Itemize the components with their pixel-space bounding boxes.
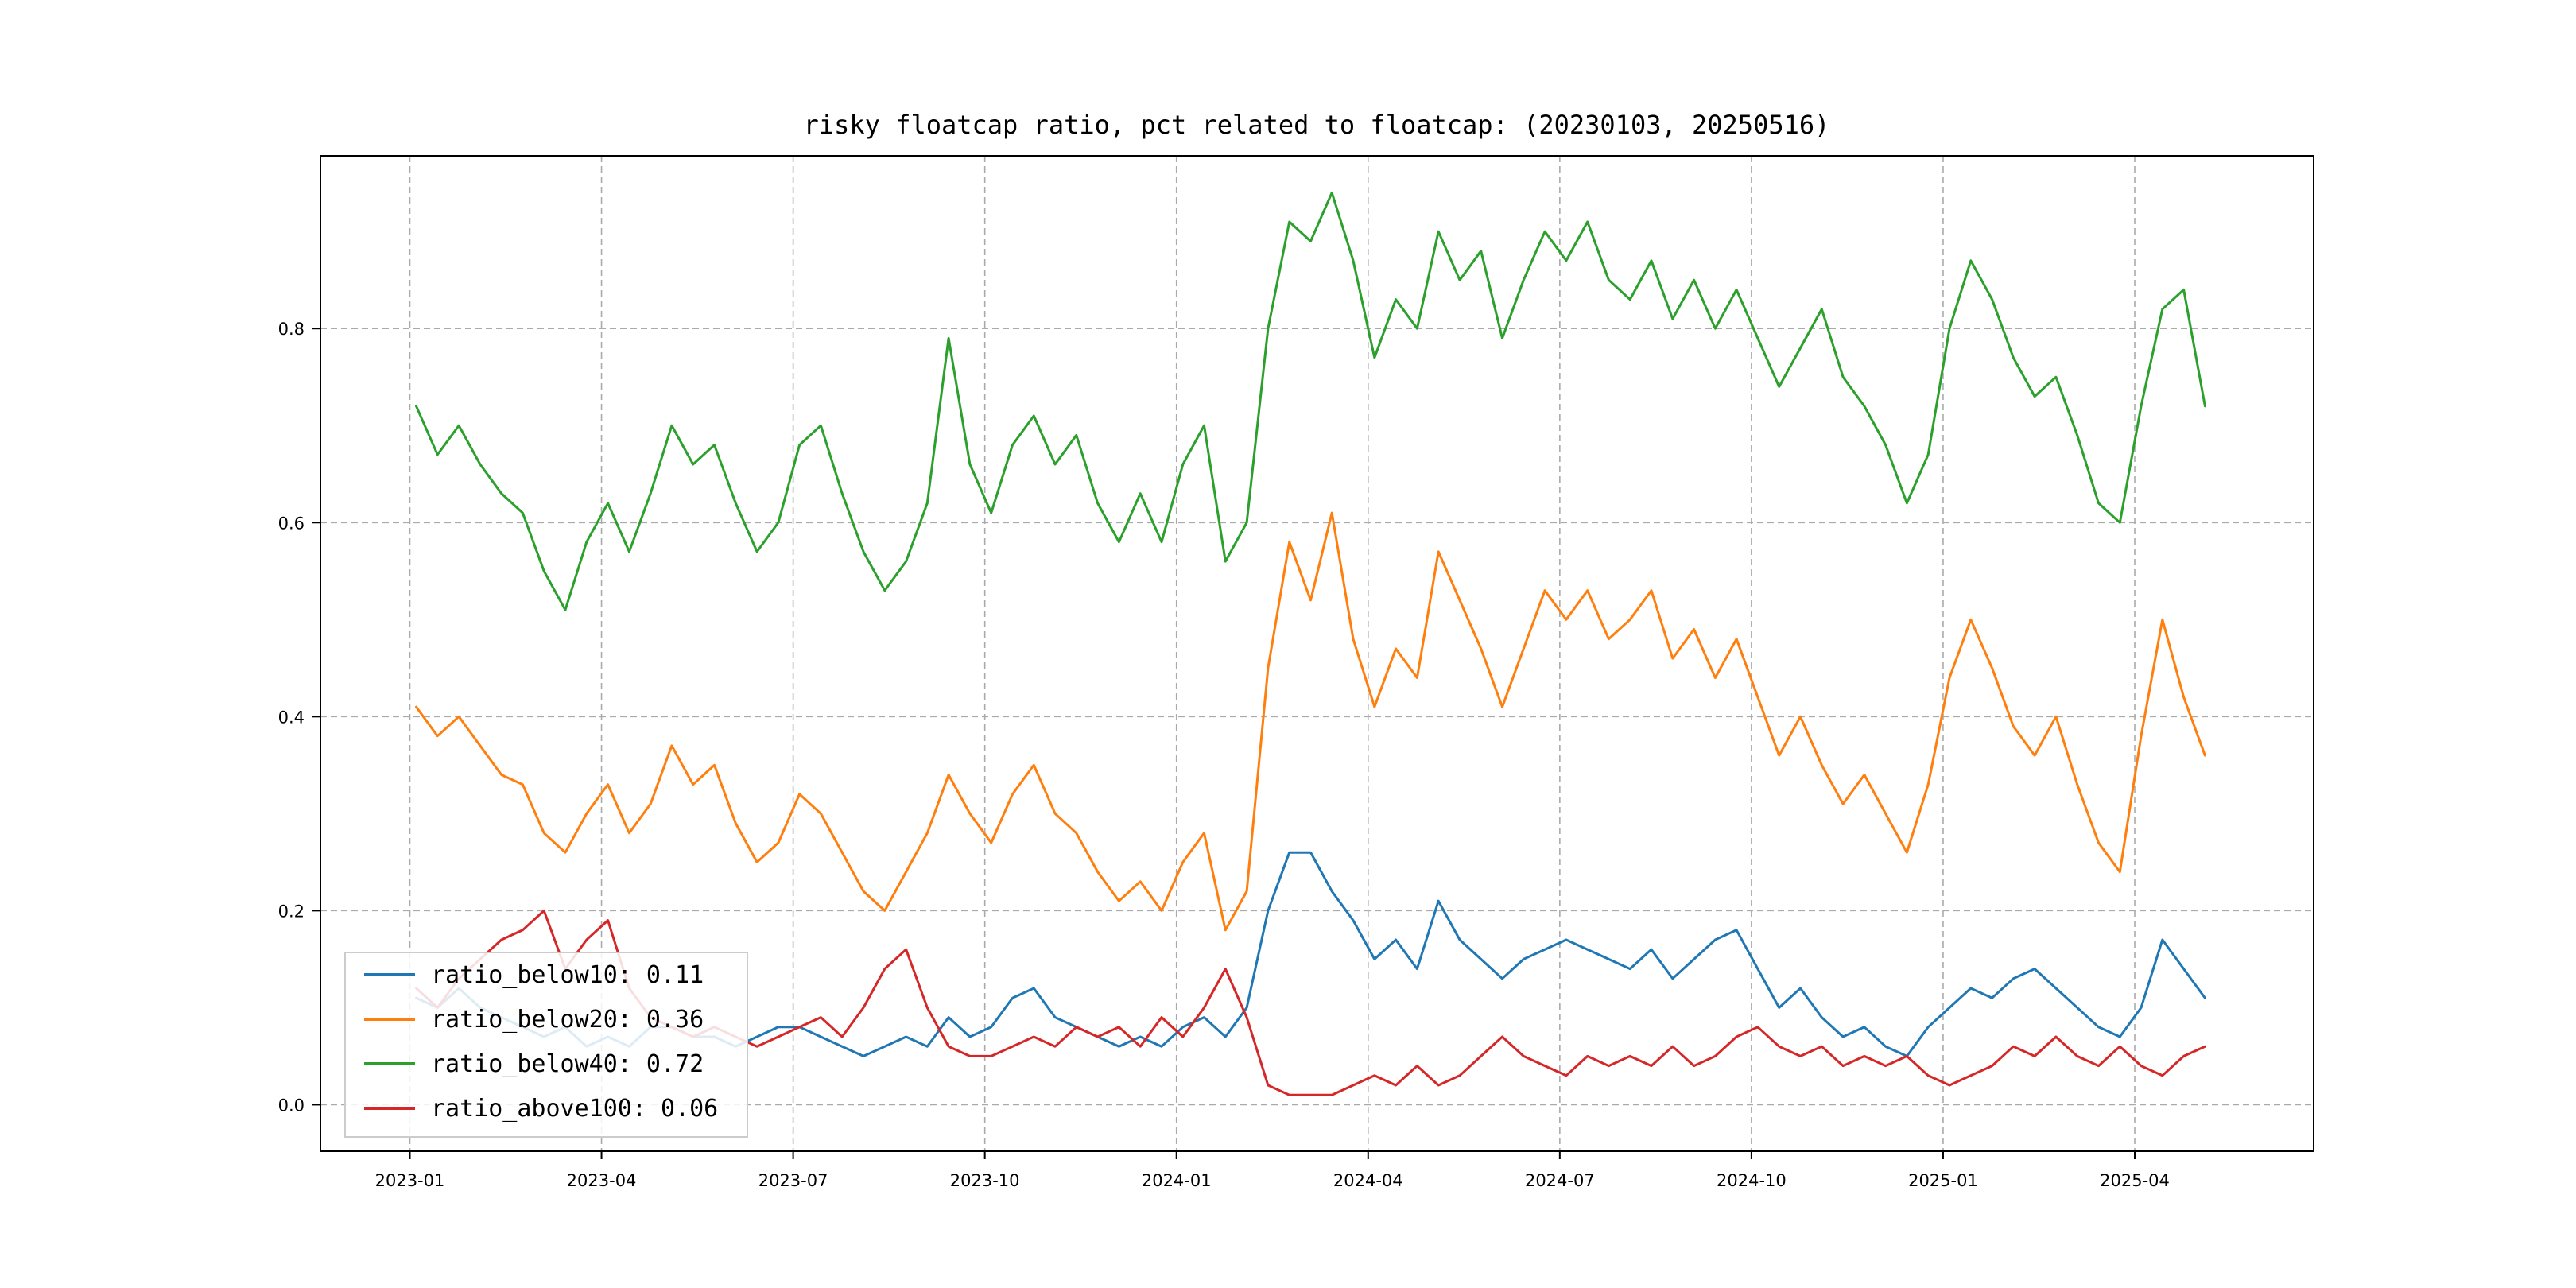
series-line-ratio_below20 bbox=[415, 511, 2206, 932]
x-axis-tick-label: 2023-04 bbox=[567, 1171, 637, 1190]
legend-label: ratio_below20: 0.36 bbox=[431, 1006, 704, 1034]
y-axis-tick-label: 0.6 bbox=[278, 514, 305, 533]
legend-box bbox=[344, 952, 748, 1138]
x-axis-tick-label: 2023-01 bbox=[375, 1171, 445, 1190]
legend-item: ratio_below10: 0.11 bbox=[364, 961, 704, 989]
x-axis-tick-label: 2024-07 bbox=[1525, 1171, 1595, 1190]
x-axis-tick-label: 2024-04 bbox=[1333, 1171, 1403, 1190]
axis-ticks: 2023-01 2023-04 2023-07 2023-10 2024-01 2024-… bbox=[278, 320, 2170, 1190]
x-axis-tick-label: 2023-10 bbox=[950, 1171, 1020, 1190]
y-axis-tick-label: 0.0 bbox=[278, 1096, 305, 1115]
legend-item: ratio_above100: 0.06 bbox=[364, 1095, 718, 1123]
plot-border bbox=[320, 155, 2314, 1152]
legend-item: ratio_below20: 0.36 bbox=[364, 1006, 704, 1034]
series-line-ratio_below40 bbox=[415, 191, 2206, 611]
legend-label: ratio_below10: 0.11 bbox=[431, 961, 704, 989]
legend-item: ratio_below40: 0.72 bbox=[364, 1050, 704, 1078]
legend-label: ratio_above100: 0.06 bbox=[431, 1095, 718, 1123]
y-axis-tick-label: 0.2 bbox=[278, 902, 305, 921]
y-axis-tick-label: 0.4 bbox=[278, 708, 305, 727]
x-axis-tick-label: 2023-07 bbox=[758, 1171, 828, 1190]
legend: ratio_below10: 0.11 ratio_below20: 0.36 ra… bbox=[344, 952, 748, 1138]
y-axis-tick-label: 0.8 bbox=[278, 320, 305, 339]
x-axis-tick-label: 2024-01 bbox=[1142, 1171, 1212, 1190]
x-axis-tick-label: 2024-10 bbox=[1717, 1171, 1787, 1190]
legend-label: ratio_below40: 0.72 bbox=[431, 1050, 704, 1078]
chart-title: risky floatcap ratio, pct related to flo… bbox=[804, 110, 1830, 140]
x-axis-tick-label: 2025-01 bbox=[1908, 1171, 1978, 1190]
x-axis-tick-label: 2025-04 bbox=[2100, 1171, 2170, 1190]
